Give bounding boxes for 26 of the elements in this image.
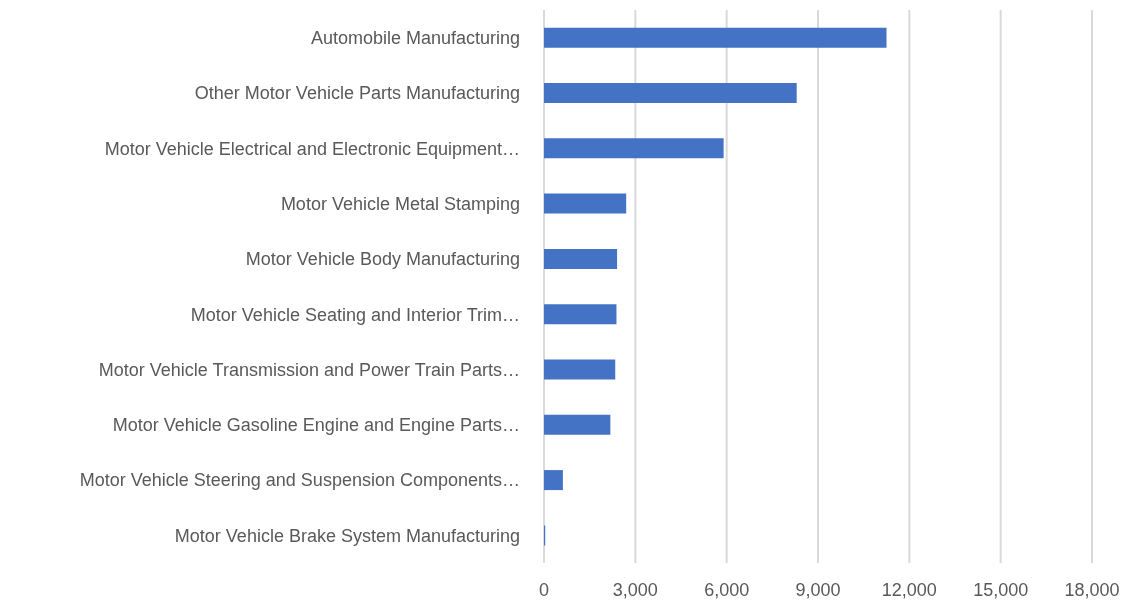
- x-tick-label: 3,000: [612, 579, 658, 600]
- y-tick-label: Automobile Manufacturing: [310, 28, 520, 49]
- bar: [544, 138, 724, 159]
- x-tick-label: 0: [538, 579, 550, 600]
- bar: [544, 248, 618, 269]
- y-tick-label: Motor Vehicle Gasoline Engine and Engine Parts…: [112, 415, 520, 436]
- y-tick-label: Motor Vehicle Metal Stamping: [280, 193, 520, 214]
- bar: [544, 193, 627, 214]
- bar: [544, 304, 617, 325]
- bar: [544, 470, 563, 491]
- y-tick-label: Motor Vehicle Body Manufacturing: [245, 249, 520, 270]
- bar: [544, 359, 616, 380]
- y-tick-label: Motor Vehicle Electrical and Electronic Equipment…: [104, 138, 520, 159]
- x-tick-label: 6,000: [704, 579, 750, 600]
- y-tick-label: Motor Vehicle Transmission and Power Train Parts…: [98, 359, 520, 380]
- y-tick-label: Other Motor Vehicle Parts Manufacturing: [194, 83, 520, 104]
- x-tick-label: 18,000: [1064, 579, 1120, 600]
- y-tick-label: Motor Vehicle Steering and Suspension Components…: [79, 470, 520, 491]
- bar: [544, 83, 797, 103]
- bar: [544, 27, 887, 48]
- bar: [544, 414, 611, 435]
- y-tick-label: Motor Vehicle Brake System Manufacturing: [174, 525, 520, 546]
- x-tick-label: 12,000: [881, 579, 937, 600]
- x-tick-label: 15,000: [973, 579, 1029, 600]
- y-tick-label: Motor Vehicle Seating and Interior Trim…: [190, 304, 520, 325]
- x-tick-label: 9,000: [795, 579, 841, 600]
